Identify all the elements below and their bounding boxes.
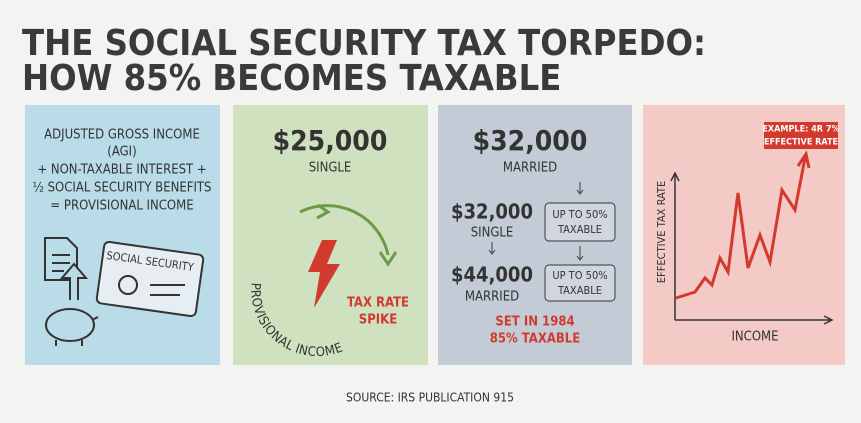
x-axis-label: INCOME	[731, 330, 778, 345]
status: SINGLE	[309, 161, 352, 176]
box-text: TAXABLE	[557, 284, 602, 297]
spike: TAX RATE	[347, 296, 409, 311]
status: MARRIED	[465, 290, 519, 305]
text: + NON-TAXABLE INTEREST +	[37, 163, 206, 178]
amount: $32,000	[473, 124, 588, 157]
amount: $25,000	[273, 124, 388, 157]
status: MARRIED	[503, 161, 557, 176]
text: ADJUSTED GROSS INCOME	[44, 128, 200, 143]
arrow-head	[316, 203, 331, 220]
text: (AGI)	[107, 145, 136, 160]
callout-text: EXAMPLE: 4R 7%	[762, 125, 839, 135]
axes	[670, 171, 834, 325]
lightning	[308, 240, 340, 308]
arrow	[299, 204, 390, 256]
y-axis-label: EFFECTIVE TAX RATE	[655, 181, 668, 283]
amount: $32,000	[451, 200, 533, 224]
amount: $44,000	[451, 263, 533, 287]
text: = PROVISIONAL INCOME	[50, 199, 193, 214]
note: SET IN 1984	[495, 315, 574, 330]
title: THE SOCIAL SECURITY TAX TORPEDO:	[22, 23, 706, 64]
text: ½ SOCIAL SECURITY BENEFITS	[33, 181, 212, 196]
status: SINGLE	[471, 226, 514, 241]
callout	[764, 122, 838, 149]
note: 85% TAXABLE	[490, 332, 581, 347]
arrow-head	[796, 150, 811, 169]
box-text: UP TO 50%	[552, 269, 607, 282]
box-text: UP TO 50%	[552, 208, 607, 221]
panel	[233, 105, 428, 365]
box-text: TAXABLE	[557, 223, 602, 236]
arrow-head	[378, 251, 398, 267]
trend-line	[675, 157, 807, 300]
title: HOW 85% BECOMES TAXABLE	[22, 58, 561, 99]
arrows	[488, 182, 616, 302]
callout-text: EFFECTIVE RATE	[764, 138, 838, 148]
source: SOURCE: IRS PUBLICATION 915	[346, 391, 514, 405]
icons	[44, 237, 205, 346]
spike: SPIKE	[359, 313, 397, 328]
